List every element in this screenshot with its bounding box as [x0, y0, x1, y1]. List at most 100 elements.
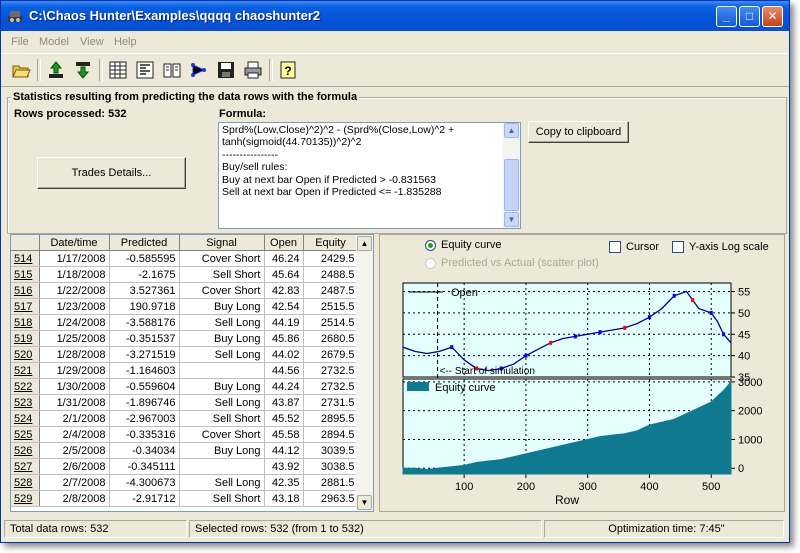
table-row[interactable]: 515 1/18/2008 -2.1675 Sell Short 45.64 2488.5	[11, 266, 359, 283]
table-cell: -4.300673	[109, 474, 180, 491]
formula-scrollbar[interactable]: ▲ ▼	[503, 123, 520, 228]
column-header[interactable]: Date/time	[39, 235, 110, 251]
table-cell: 45.86	[264, 330, 304, 347]
table-cell: 42.35	[264, 474, 304, 491]
table-cell: -1.164603	[109, 362, 180, 379]
print-icon[interactable]	[242, 59, 264, 81]
table-cell: -0.585595	[109, 250, 180, 267]
table-cell: 1/22/2008	[39, 282, 110, 299]
app-window: C:\Chaos Hunter\Examples\qqqq chaoshunte…	[0, 0, 790, 543]
price-tick-label: 55	[738, 287, 750, 299]
data-icon[interactable]	[134, 59, 156, 81]
table-cell: Cover Short	[179, 250, 265, 267]
row-number-cell[interactable]: 514	[11, 250, 40, 267]
table-cell: -2.91712	[109, 490, 180, 507]
table-row[interactable]: 529 2/8/2008 -2.91712 Sell Short 43.18 2963.5	[11, 490, 359, 507]
row-number-cell[interactable]: 526	[11, 442, 40, 459]
equity-tick-label: 2000	[738, 406, 762, 418]
trade-marker	[709, 310, 713, 315]
row-number-cell[interactable]: 528	[11, 474, 40, 491]
data-grid[interactable]: Date/time Predicted Signal Open Equity 514 1/…	[10, 234, 374, 512]
row-number-cell[interactable]: 527	[11, 458, 40, 475]
download-icon[interactable]	[72, 59, 94, 81]
table-row[interactable]: 528 2/7/2008 -4.300673 Sell Long 42.35 2881.5	[11, 474, 359, 491]
table-row[interactable]: 521 1/29/2008 -1.164603 44.56 2732.5	[11, 362, 359, 379]
table-row[interactable]: 526 2/5/2008 -0.34034 Buy Long 44.12 3039.5	[11, 442, 359, 459]
table-icon[interactable]	[107, 59, 129, 81]
equity-legend-swatch	[407, 382, 429, 391]
menu-model[interactable]: Model	[39, 36, 69, 48]
row-number-cell[interactable]: 525	[11, 426, 40, 443]
formula-label: Formula:	[219, 108, 267, 120]
cursor-checkbox[interactable]	[609, 241, 621, 253]
column-header[interactable]: Open	[264, 235, 304, 251]
table-row[interactable]: 523 1/31/2008 -1.896746 Sell Long 43.87 2731.…	[11, 394, 359, 411]
scroll-down-icon[interactable]: ▼	[504, 212, 519, 227]
statistics-title: Statistics resulting from predicting the…	[11, 91, 360, 103]
copy-to-clipboard-button[interactable]: Copy to clipboard	[528, 121, 629, 143]
row-number-cell[interactable]: 520	[11, 346, 40, 363]
maximize-button[interactable]: □	[739, 6, 760, 27]
trade-marker	[573, 334, 577, 339]
grid-scroll-down-icon[interactable]: ▼	[357, 495, 372, 510]
row-number-cell[interactable]: 517	[11, 298, 40, 315]
save-icon[interactable]	[215, 59, 237, 81]
help-icon[interactable]: ?	[277, 59, 299, 81]
menu-help[interactable]: Help	[114, 36, 137, 48]
table-cell: 2881.5	[303, 474, 359, 491]
scroll-up-icon[interactable]: ▲	[504, 123, 519, 138]
table-row[interactable]: 519 1/25/2008 -0.351537 Buy Long 45.86 2680.5	[11, 330, 359, 347]
network-icon[interactable]	[188, 59, 210, 81]
y-axis-log-label: Y-axis Log scale	[689, 241, 769, 253]
status-optimization-time: Optimization time: 7:45"	[544, 520, 784, 538]
equity-chart[interactable]: 35 40 45 50 55 Open <-- Start of simulation 0 10…	[399, 281, 771, 511]
table-cell: 190.9718	[109, 298, 180, 315]
table-row[interactable]: 517 1/23/2008 190.9718 Buy Long 42.54 2515.5	[11, 298, 359, 315]
grid-scroll-up-icon[interactable]: ▲	[357, 236, 372, 251]
column-header[interactable]: Signal	[179, 235, 265, 251]
scroll-thumb[interactable]	[504, 159, 519, 211]
row-number-cell[interactable]: 524	[11, 410, 40, 427]
table-row[interactable]: 524 2/1/2008 -2.967003 Sell Short 45.52 2895.…	[11, 410, 359, 427]
row-number-cell[interactable]: 516	[11, 282, 40, 299]
table-row[interactable]: 514 1/17/2008 -0.585595 Cover Short 46.24 242…	[11, 250, 359, 267]
trades-details-button[interactable]: Trades Details...	[37, 157, 186, 189]
row-number-cell[interactable]: 529	[11, 490, 40, 507]
row-number-cell[interactable]: 519	[11, 330, 40, 347]
row-number-cell[interactable]: 515	[11, 266, 40, 283]
menu-file[interactable]: File	[11, 36, 29, 48]
table-cell: 3.527361	[109, 282, 180, 299]
menu-view[interactable]: View	[80, 36, 104, 48]
column-header[interactable]: Predicted	[109, 235, 180, 251]
table-row[interactable]: 518 1/24/2008 -3.588176 Sell Long 44.19 2514.…	[11, 314, 359, 331]
y-axis-log-checkbox[interactable]	[672, 241, 684, 253]
column-header[interactable]: Equity	[303, 235, 359, 251]
table-row[interactable]: 522 1/30/2008 -0.559604 Buy Long 44.24 2732.5	[11, 378, 359, 395]
table-row[interactable]: 525 2/4/2008 -0.335316 Cover Short 45.58 2894…	[11, 426, 359, 443]
book-icon[interactable]	[161, 59, 183, 81]
table-cell: 2/8/2008	[39, 490, 110, 507]
data-table: Date/time Predicted Signal Open Equity 514 1/…	[11, 235, 359, 507]
trade-marker	[672, 293, 676, 298]
scatter-plot-label: Predicted vs Actual (scatter plot)	[441, 257, 599, 269]
table-row[interactable]: 520 1/28/2008 -3.271519 Sell Long 44.02 2679.…	[11, 346, 359, 363]
table-cell: 2732.5	[303, 362, 359, 379]
row-number-cell[interactable]: 523	[11, 394, 40, 411]
upload-icon[interactable]	[45, 59, 67, 81]
grid-scrollbar[interactable]: ▲ ▼	[356, 235, 373, 511]
table-cell: 1/18/2008	[39, 266, 110, 283]
formula-textarea[interactable]: Sprd%(Low,Close)^2)^2 - (Sprd%(Close,Low…	[218, 122, 521, 229]
equity-curve-radio[interactable]	[425, 240, 436, 251]
row-number-cell[interactable]: 521	[11, 362, 40, 379]
table-row[interactable]: 516 1/22/2008 3.527361 Cover Short 42.83 2487…	[11, 282, 359, 299]
table-row[interactable]: 527 2/6/2008 -0.345111 43.92 3038.5	[11, 458, 359, 475]
minimize-button[interactable]: _	[716, 6, 737, 27]
row-number-cell[interactable]: 522	[11, 378, 40, 395]
open-folder-icon[interactable]	[10, 59, 32, 81]
close-button[interactable]: ✕	[762, 6, 783, 27]
row-number-header[interactable]	[11, 235, 40, 251]
row-number-cell[interactable]: 518	[11, 314, 40, 331]
scatter-plot-radio[interactable]	[425, 258, 436, 269]
title-bar[interactable]: C:\Chaos Hunter\Examples\qqqq chaoshunte…	[1, 1, 789, 31]
x-axis-label: Row	[555, 493, 579, 507]
